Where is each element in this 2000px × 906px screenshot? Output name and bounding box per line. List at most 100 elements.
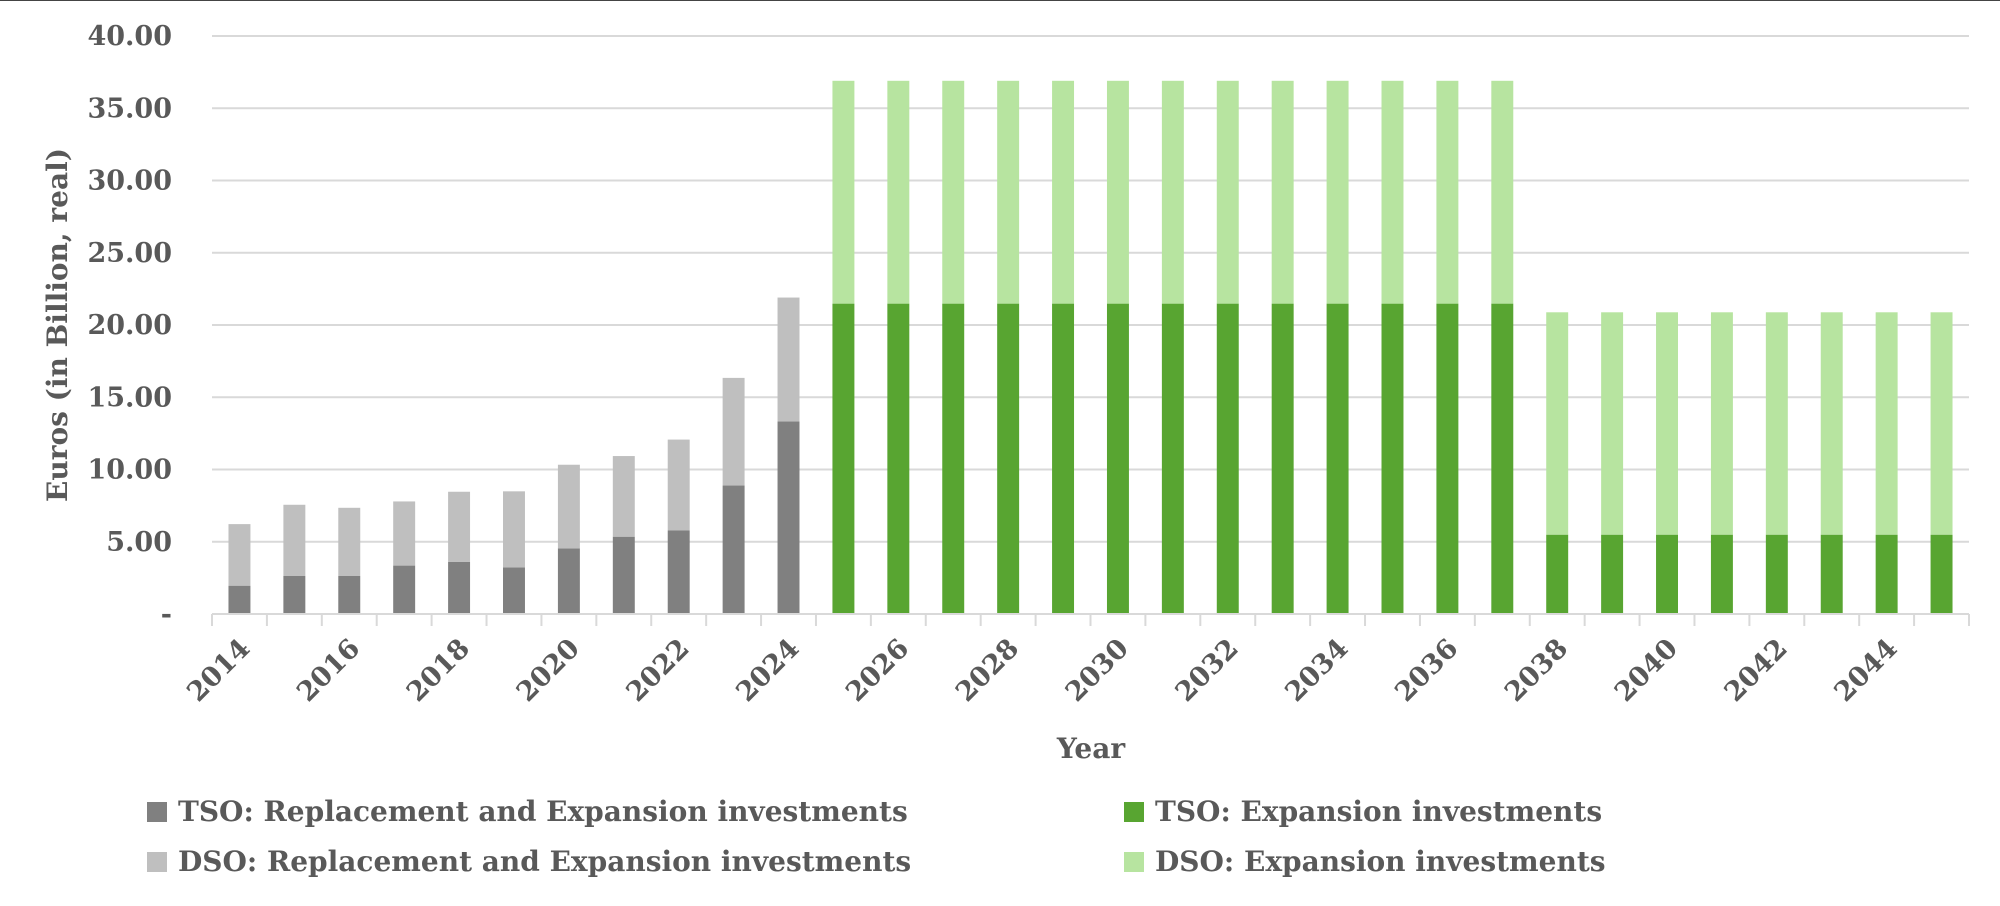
bar-tso-replacement-and-expansion-investments-2018 [448, 561, 471, 614]
bar-dso-expansion-investments-2043 [1820, 312, 1843, 535]
bar-tso-replacement-and-expansion-investments-2016 [338, 575, 361, 614]
y-tick-label: 15.00 [87, 382, 172, 413]
x-tick-label: 2016 [291, 633, 366, 708]
bar-dso-expansion-investments-2041 [1710, 312, 1733, 535]
bar-tso-expansion-investments-2036 [1436, 303, 1459, 614]
bar-tso-expansion-investments-2025 [832, 303, 855, 614]
bar-dso-expansion-investments-2038 [1546, 312, 1569, 535]
bar-tso-expansion-investments-2041 [1710, 534, 1733, 614]
bar-dso-expansion-investments-2027 [942, 80, 965, 304]
x-axis-title: Year [1056, 732, 1127, 765]
bar-dso-expansion-investments-2031 [1161, 80, 1184, 304]
bar-tso-replacement-and-expansion-investments-2024 [777, 421, 800, 614]
legend-swatch-tso-replacement [147, 801, 167, 822]
bar-dso-replacement-and-expansion-investments-2018 [448, 491, 471, 562]
bar-tso-expansion-investments-2029 [1052, 303, 1075, 614]
bar-tso-expansion-investments-2034 [1326, 303, 1349, 614]
x-tick-label: 2034 [1279, 633, 1354, 708]
gridlines [212, 35, 1969, 543]
legend-item-tso-replacement[interactable]: TSO: Replacement and Expansion investmen… [147, 795, 908, 828]
bar-dso-expansion-investments-2039 [1601, 312, 1624, 535]
bar-tso-expansion-investments-2042 [1765, 534, 1788, 614]
y-axis: - 5.00 10.00 15.00 20.00 25.00 30.00 35.00 40.00 [87, 21, 172, 630]
bar-tso-expansion-investments-2038 [1546, 534, 1569, 614]
x-tick-label: 2040 [1609, 633, 1684, 708]
y-tick-label: 25.00 [87, 238, 172, 269]
bar-tso-expansion-investments-2028 [997, 303, 1020, 614]
bar-dso-expansion-investments-2036 [1436, 80, 1459, 304]
x-tick-label: 2018 [401, 633, 476, 708]
bar-dso-expansion-investments-2042 [1765, 312, 1788, 535]
x-tick-label: 2022 [621, 633, 696, 708]
x-tick-label: 2030 [1060, 633, 1135, 708]
legend-label: TSO: Replacement and Expansion investmen… [178, 795, 908, 828]
y-tick-label: 30.00 [87, 166, 172, 197]
bar-dso-replacement-and-expansion-investments-2019 [503, 491, 525, 568]
x-tick-label: 2024 [730, 633, 805, 708]
x-tick-label: 2028 [950, 633, 1025, 708]
bar-dso-expansion-investments-2032 [1216, 80, 1239, 304]
x-tick-label: 2020 [511, 633, 586, 708]
bar-dso-replacement-and-expansion-investments-2020 [557, 464, 580, 549]
bar-tso-expansion-investments-2035 [1381, 303, 1404, 614]
bar-tso-expansion-investments-2045 [1930, 534, 1953, 614]
bar-tso-expansion-investments-2026 [887, 303, 910, 614]
bar-dso-expansion-investments-2028 [997, 80, 1020, 304]
bar-dso-replacement-and-expansion-investments-2024 [777, 297, 800, 422]
y-tick-label: 35.00 [87, 93, 172, 124]
bar-tso-replacement-and-expansion-investments-2015 [283, 575, 306, 614]
bar-tso-replacement-and-expansion-investments-2014 [228, 585, 251, 614]
bar-dso-expansion-investments-2033 [1271, 80, 1294, 304]
bar-dso-replacement-and-expansion-investments-2014 [228, 524, 251, 586]
bar-dso-replacement-and-expansion-investments-2016 [338, 507, 361, 576]
bar-dso-expansion-investments-2034 [1326, 80, 1349, 304]
legend-swatch-dso-expansion [1124, 851, 1144, 872]
bar-tso-expansion-investments-2037 [1491, 303, 1514, 614]
legend-label: DSO: Expansion investments [1155, 845, 1606, 878]
x-tick-label: 2036 [1389, 633, 1464, 708]
bar-tso-expansion-investments-2043 [1820, 534, 1843, 614]
bar-tso-expansion-investments-2027 [942, 303, 965, 614]
bar-dso-expansion-investments-2029 [1052, 80, 1075, 304]
bar-tso-expansion-investments-2032 [1216, 303, 1239, 614]
bar-tso-replacement-and-expansion-investments-2023 [722, 485, 745, 614]
bar-tso-expansion-investments-2044 [1875, 534, 1898, 614]
bar-tso-expansion-investments-2033 [1271, 303, 1294, 614]
bar-dso-expansion-investments-2044 [1875, 312, 1898, 535]
bar-dso-expansion-investments-2035 [1381, 80, 1404, 304]
bar-tso-expansion-investments-2040 [1656, 534, 1678, 614]
bar-tso-replacement-and-expansion-investments-2019 [503, 567, 525, 614]
y-tick-label: - [161, 599, 172, 630]
y-tick-label: 10.00 [87, 455, 172, 486]
bar-dso-replacement-and-expansion-investments-2023 [722, 377, 745, 486]
legend-item-dso-expansion[interactable]: DSO: Expansion investments [1124, 845, 1606, 878]
bar-tso-replacement-and-expansion-investments-2021 [612, 536, 635, 614]
x-tick-label: 2014 [181, 633, 256, 708]
top-border [0, 0, 2000, 1]
legend-label: DSO: Replacement and Expansion investmen… [178, 845, 912, 878]
y-tick-label: 40.00 [87, 21, 172, 52]
legend-swatch-tso-expansion [1124, 801, 1144, 822]
bar-dso-expansion-investments-2045 [1930, 312, 1953, 535]
bar-dso-replacement-and-expansion-investments-2015 [283, 504, 306, 576]
bar-dso-replacement-and-expansion-investments-2022 [667, 439, 690, 531]
bar-tso-expansion-investments-2030 [1106, 303, 1129, 614]
bar-dso-expansion-investments-2030 [1106, 80, 1129, 304]
legend-item-tso-expansion[interactable]: TSO: Expansion investments [1124, 795, 1602, 828]
legend-label: TSO: Expansion investments [1155, 795, 1603, 828]
legend-item-dso-replacement[interactable]: DSO: Replacement and Expansion investmen… [147, 845, 911, 878]
x-tick-label: 2038 [1499, 633, 1574, 708]
legend-swatch-dso-replacement [147, 851, 167, 872]
bar-dso-expansion-investments-2026 [887, 80, 910, 304]
bar-tso-expansion-investments-2039 [1601, 534, 1624, 614]
bar-dso-expansion-investments-2040 [1656, 312, 1678, 535]
y-tick-label: 5.00 [106, 527, 172, 558]
x-axis: 2014 2016 2018 2020 2022 2024 2026 2028 2030 2032… [181, 613, 1970, 708]
x-tick-label: 2042 [1719, 633, 1794, 708]
bar-tso-expansion-investments-2031 [1161, 303, 1184, 614]
y-tick-label: 20.00 [87, 310, 172, 341]
x-tick-label: 2044 [1829, 633, 1904, 708]
bar-tso-replacement-and-expansion-investments-2022 [667, 530, 690, 614]
